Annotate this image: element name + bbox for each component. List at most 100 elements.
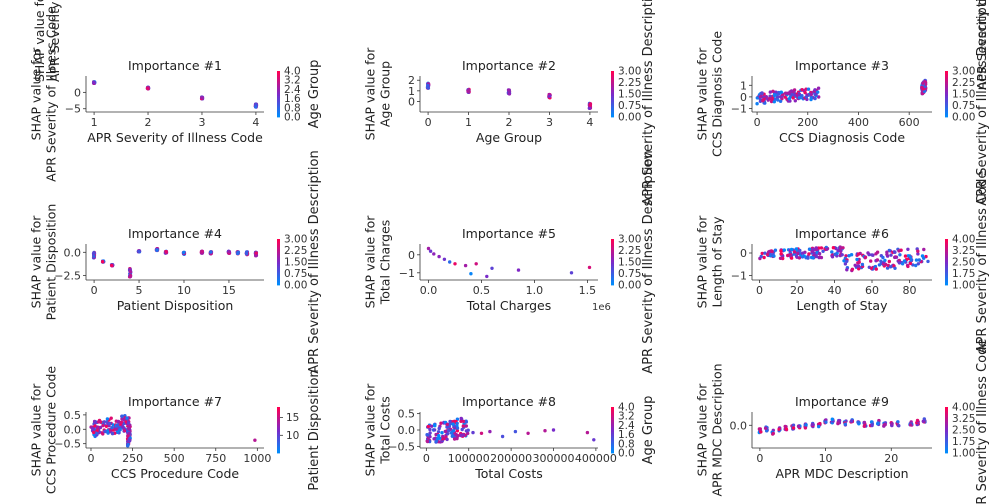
scatter-point — [164, 250, 168, 254]
colorbar-tick-label: 3.2 — [284, 75, 301, 87]
scatter-point — [459, 419, 463, 423]
colorbar-segment — [277, 71, 280, 74]
scatter-point — [794, 247, 799, 251]
scatter-point — [783, 95, 787, 99]
colorbar-segment — [611, 82, 614, 85]
x-tick-label: 3 — [198, 116, 205, 129]
colorbar-segment — [277, 248, 280, 251]
colorbar-segment — [277, 82, 280, 85]
scatter-point — [914, 258, 919, 262]
colorbar-segment — [611, 267, 614, 271]
colorbar-tick-label: 3.00 — [618, 234, 641, 246]
x-tick-label: 3 — [546, 116, 553, 129]
colorbar-segment — [277, 263, 280, 267]
scatter-point — [874, 252, 878, 256]
colorbar-segment — [277, 105, 280, 108]
scatter-point — [806, 256, 810, 260]
y-tick-label: 0 — [740, 247, 747, 260]
colorbar-tick-label: 0.75 — [618, 100, 641, 112]
colorbar-segment — [945, 239, 948, 242]
scatter-point — [804, 95, 808, 99]
scatter-point — [114, 427, 118, 432]
colorbar-segment — [611, 113, 614, 116]
scatter-point — [128, 423, 132, 427]
y-tick-label: −0.5 — [54, 438, 81, 451]
scatter-point — [101, 423, 105, 428]
colorbar-label: Age Group — [307, 60, 322, 129]
colorbar-segment — [277, 250, 280, 253]
colorbar-segment — [277, 90, 280, 93]
scatter-point — [764, 95, 768, 99]
colorbar-segment — [945, 76, 948, 80]
colorbar-segment — [277, 99, 280, 103]
scatter-point — [771, 89, 775, 94]
scatter-point — [588, 102, 592, 107]
scatter-point — [831, 246, 836, 250]
scatter-point — [922, 256, 926, 260]
colorbar-segment — [277, 252, 280, 255]
x-tick-label: 1000 — [243, 452, 271, 465]
colorbar-segment — [277, 431, 280, 435]
colorbar-segment — [611, 92, 614, 95]
colorbar-segment — [277, 254, 280, 257]
colorbar-segment — [945, 101, 948, 104]
colorbar-tick-label: 10 — [286, 430, 299, 442]
colorbar-segment — [277, 437, 280, 440]
colorbar-segment — [945, 265, 948, 269]
x-tick-label: 0 — [425, 116, 432, 129]
scatter-point — [587, 106, 592, 111]
scatter-point — [819, 255, 824, 260]
colorbar-segment — [945, 99, 948, 103]
scatter-point — [474, 262, 478, 266]
scatter-point — [863, 255, 868, 259]
x-tick-label: 4 — [586, 116, 593, 129]
colorbar-tick-label: 2.25 — [952, 77, 975, 89]
colorbar-tick-label: 15 — [286, 412, 299, 424]
scatter-point — [921, 419, 925, 423]
colorbar-segment — [277, 103, 280, 106]
colorbar-segment — [277, 267, 280, 271]
scatter-point — [800, 251, 805, 255]
scatter-point — [551, 428, 556, 432]
colorbar-segment — [277, 239, 280, 242]
colorbar-segment — [611, 115, 614, 118]
scatter-point — [898, 253, 902, 257]
scatter-point — [759, 430, 763, 434]
scatter-point — [776, 92, 781, 96]
colorbar-tick-label: 4.0 — [284, 66, 301, 78]
colorbar-segment — [611, 86, 614, 89]
colorbar-segment — [945, 246, 948, 249]
scatter-point — [773, 248, 778, 252]
colorbar-segment — [945, 111, 948, 114]
scatter-point — [890, 422, 894, 426]
colorbar-segment — [945, 277, 948, 280]
scatter-point — [433, 424, 437, 428]
colorbar-tick-label: 1.75 — [952, 268, 975, 280]
x-tick-label: 60 — [865, 284, 879, 297]
colorbar-segment — [611, 283, 614, 286]
colorbar-segment — [611, 412, 614, 416]
scatter-point — [772, 254, 776, 258]
colorbar-segment — [611, 433, 614, 437]
scatter-point — [804, 87, 808, 91]
scatter-point — [778, 256, 783, 260]
colorbar-tick-label: 3.25 — [952, 413, 975, 425]
x-axis-label: Total Charges — [466, 298, 552, 313]
colorbar-segment — [945, 273, 948, 276]
colorbar-segment — [945, 244, 948, 248]
scatter-point — [759, 94, 763, 98]
scatter-point — [127, 427, 131, 431]
x-axis-label: Age Group — [476, 130, 542, 145]
scatter-point — [762, 255, 766, 260]
colorbar-tick-label: 2.4 — [284, 84, 301, 96]
scatter-point — [811, 249, 815, 253]
scatter-point — [853, 263, 857, 267]
scatter-points — [426, 246, 592, 279]
scatter-point — [428, 249, 433, 253]
colorbar-segment — [611, 275, 614, 278]
colorbar-segment — [945, 431, 948, 435]
colorbar-segment — [277, 418, 280, 421]
colorbar-segment — [277, 277, 280, 280]
colorbar-segment — [611, 279, 614, 282]
shap-panel-9: Importance #9 0 10 20 0.0 APR MDC Description… — [695, 339, 991, 504]
